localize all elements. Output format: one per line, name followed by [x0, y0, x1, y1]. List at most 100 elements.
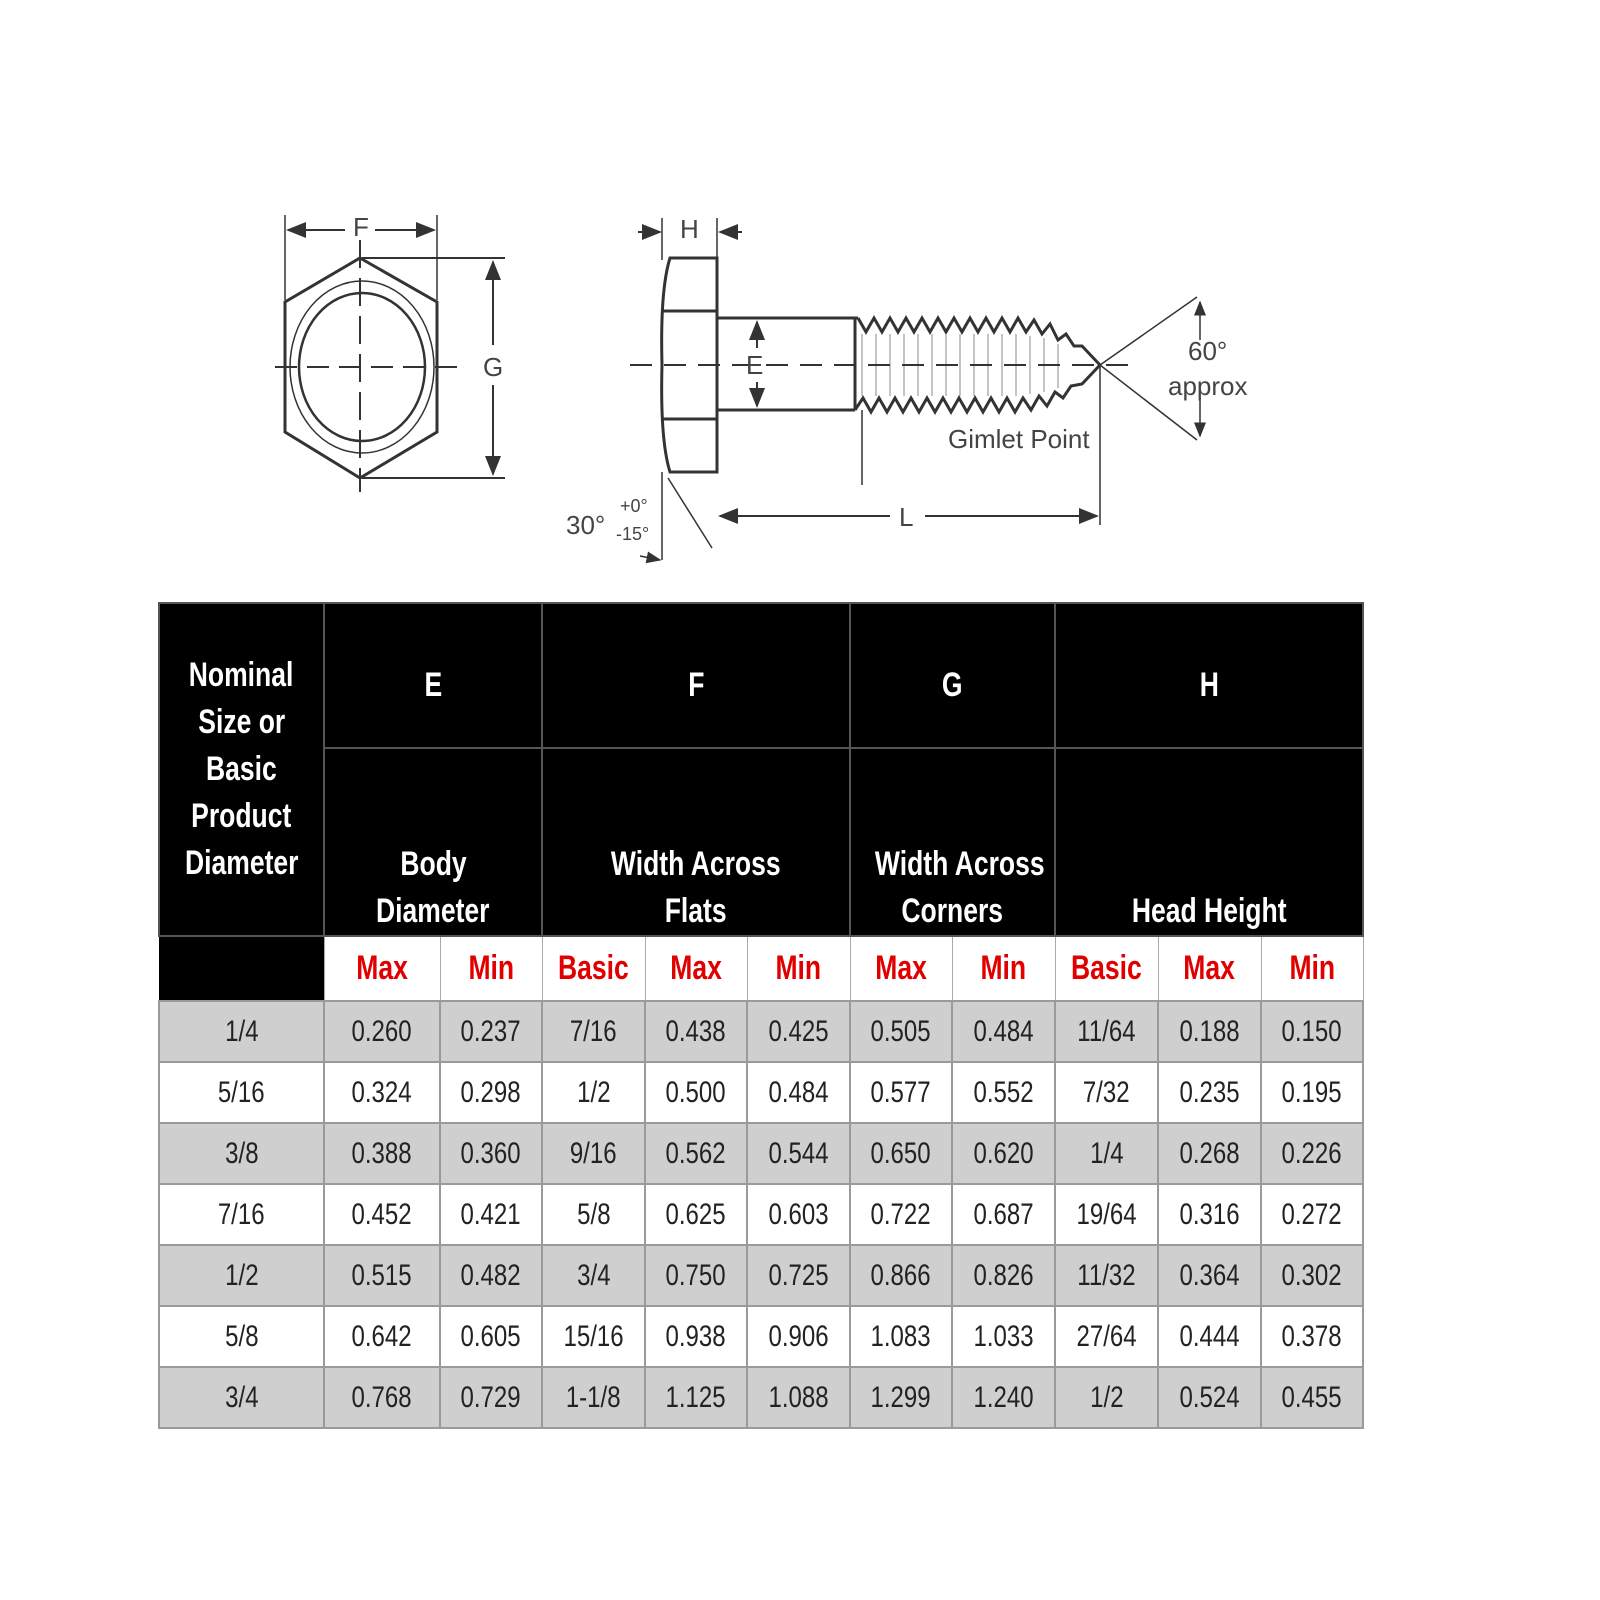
- nominal-size-cell: 7/16: [158, 1183, 325, 1246]
- value-cell: 0.237: [439, 1000, 543, 1063]
- header-f: F: [541, 602, 851, 749]
- value-cell: 0.603: [746, 1183, 851, 1246]
- sub-label: Min: [439, 935, 543, 1002]
- gimlet-point-label: Gimlet Point: [948, 424, 1090, 454]
- table-row: 7/16 0.452 0.421 5/8 0.625 0.603 0.722 0.687 19/…: [158, 1183, 1365, 1246]
- angle-label-tip: 60°: [1188, 336, 1227, 366]
- value-cell: 15/16: [541, 1305, 646, 1368]
- table-row: 1/2 0.515 0.482 3/4 0.750 0.725 0.866 0.826 11/3…: [158, 1244, 1365, 1307]
- value-cell: 0.438: [644, 1000, 748, 1063]
- value-cell: 0.425: [746, 1000, 851, 1063]
- header-e: E: [323, 602, 543, 749]
- value-cell: 5/8: [541, 1183, 646, 1246]
- value-cell: 0.577: [849, 1061, 953, 1124]
- value-cell: 1-1/8: [541, 1366, 646, 1429]
- nominal-size-cell: 3/8: [158, 1122, 325, 1185]
- table-row: 1/4 0.260 0.237 7/16 0.438 0.425 0.505 0.484 11/…: [158, 1000, 1365, 1063]
- table-row: 5/8 0.642 0.605 15/16 0.938 0.906 1.083 1.033 27…: [158, 1305, 1365, 1368]
- dim-label-f: F: [353, 212, 369, 242]
- value-cell: 1.299: [849, 1366, 953, 1429]
- value-cell: 0.650: [849, 1122, 953, 1185]
- value-cell: 0.268: [1157, 1122, 1263, 1185]
- bolt-side-view: [630, 218, 1206, 564]
- value-cell: 1/2: [541, 1061, 646, 1124]
- nominal-size-cell: 5/16: [158, 1061, 325, 1124]
- lag-bolt-dimension-table: Nominal Size or Basic Product Diameter E…: [158, 602, 1365, 1429]
- value-cell: 0.750: [644, 1244, 748, 1307]
- sub-label: Basic: [541, 935, 646, 1002]
- value-cell: 0.552: [950, 1061, 1057, 1124]
- value-cell: 1.088: [746, 1366, 851, 1429]
- value-cell: 0.687: [950, 1183, 1057, 1246]
- value-cell: 0.505: [849, 1000, 953, 1063]
- angle-label-head: 30°: [566, 510, 605, 540]
- value-cell: 0.302: [1260, 1244, 1365, 1307]
- value-cell: 27/64: [1054, 1305, 1160, 1368]
- sub-label: Max: [644, 935, 748, 1002]
- value-cell: 0.378: [1260, 1305, 1365, 1368]
- value-cell: 0.444: [1157, 1305, 1263, 1368]
- table-row: 3/4 0.768 0.729 1-1/8 1.125 1.088 1.299 1.240 1/…: [158, 1366, 1365, 1429]
- value-cell: 0.195: [1260, 1061, 1365, 1124]
- header-body-diameter: Body Diameter: [323, 747, 543, 937]
- value-cell: 0.226: [1260, 1122, 1365, 1185]
- head-front-view: [275, 215, 505, 492]
- value-cell: 3/4: [541, 1244, 646, 1307]
- value-cell: 0.324: [323, 1061, 441, 1124]
- table-row: 3/8 0.388 0.360 9/16 0.562 0.544 0.650 0.620 1/4…: [158, 1122, 1365, 1185]
- value-cell: 0.188: [1157, 1000, 1263, 1063]
- value-cell: 0.625: [644, 1183, 748, 1246]
- header-blank: [159, 936, 324, 1001]
- value-cell: 0.484: [950, 1000, 1057, 1063]
- value-cell: 0.364: [1157, 1244, 1263, 1307]
- value-cell: 0.316: [1157, 1183, 1263, 1246]
- value-cell: 0.544: [746, 1122, 851, 1185]
- value-cell: 0.938: [644, 1305, 748, 1368]
- value-cell: 0.620: [950, 1122, 1057, 1185]
- tolerance-minus: -15°: [616, 524, 649, 544]
- value-cell: 0.388: [323, 1122, 441, 1185]
- dim-label-l: L: [899, 502, 913, 532]
- nominal-size-cell: 1/2: [158, 1244, 325, 1307]
- value-cell: 0.482: [439, 1244, 543, 1307]
- value-cell: 1.125: [644, 1366, 748, 1429]
- value-cell: 1/4: [1054, 1122, 1160, 1185]
- value-cell: 0.768: [323, 1366, 441, 1429]
- value-cell: 11/32: [1054, 1244, 1160, 1307]
- value-cell: 1.083: [849, 1305, 953, 1368]
- value-cell: 1.240: [950, 1366, 1057, 1429]
- value-cell: 7/32: [1054, 1061, 1160, 1124]
- value-cell: 0.866: [849, 1244, 953, 1307]
- tolerance-plus: +0°: [620, 496, 648, 516]
- value-cell: 0.235: [1157, 1061, 1263, 1124]
- value-cell: 0.260: [323, 1000, 441, 1063]
- value-cell: 0.500: [644, 1061, 748, 1124]
- value-cell: 7/16: [541, 1000, 646, 1063]
- value-cell: 0.150: [1260, 1000, 1365, 1063]
- value-cell: 0.421: [439, 1183, 543, 1246]
- nominal-size-cell: 5/8: [158, 1305, 325, 1368]
- value-cell: 0.562: [644, 1122, 748, 1185]
- value-cell: 0.455: [1260, 1366, 1365, 1429]
- value-cell: 0.484: [746, 1061, 851, 1124]
- dim-label-e: E: [746, 350, 763, 380]
- value-cell: 0.722: [849, 1183, 953, 1246]
- sub-label: Min: [951, 935, 1056, 1002]
- sub-label: Min: [746, 935, 851, 1002]
- header-width-across-flats: Width Across Flats: [541, 747, 851, 937]
- value-cell: 0.524: [1157, 1366, 1263, 1429]
- value-cell: 1/2: [1054, 1366, 1160, 1429]
- lag-bolt-diagram: F G H E L 60° approx Gimlet Poin: [275, 212, 1248, 564]
- dim-label-h: H: [680, 214, 699, 244]
- value-cell: 0.515: [323, 1244, 441, 1307]
- value-cell: 0.826: [950, 1244, 1057, 1307]
- nominal-size-cell: 3/4: [158, 1366, 325, 1429]
- dim-label-g: G: [483, 352, 503, 382]
- value-cell: 19/64: [1054, 1183, 1160, 1246]
- value-cell: 0.452: [323, 1183, 441, 1246]
- sub-label: Max: [1157, 935, 1262, 1002]
- value-cell: 0.272: [1260, 1183, 1365, 1246]
- value-cell: 0.729: [439, 1366, 543, 1429]
- value-cell: 0.906: [746, 1305, 851, 1368]
- approx-label: approx: [1168, 371, 1248, 401]
